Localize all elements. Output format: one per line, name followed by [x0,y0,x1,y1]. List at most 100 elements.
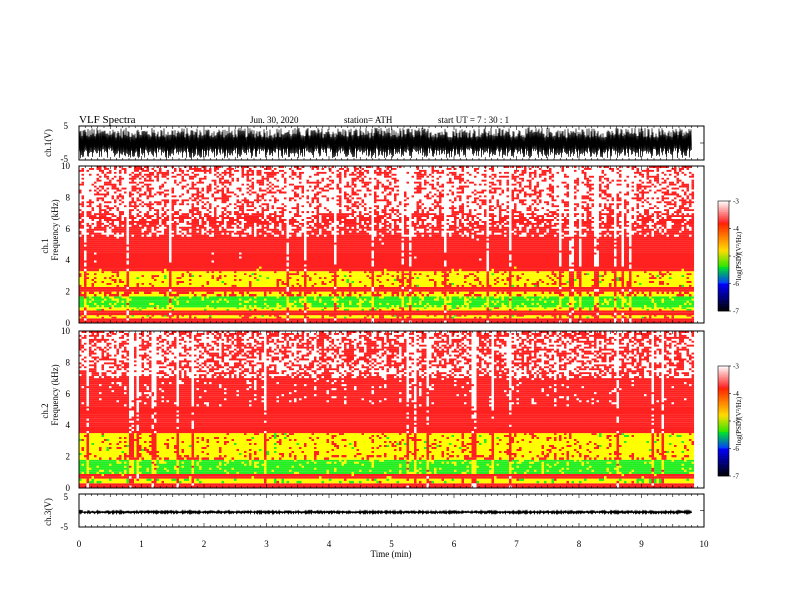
spectrogram-cell [139,317,142,319]
spectrogram-cell [349,315,352,317]
spectrogram-cell [537,315,540,317]
spectrogram-cell [587,296,590,298]
spectrogram-cell [617,318,620,320]
spectrogram-cell [387,309,390,311]
spectrogram-cell [124,296,127,298]
spectrogram-cell [249,299,252,301]
spectrogram-cell [412,315,415,317]
spectrogram-cell [389,318,392,320]
spectrogram-cell [219,299,222,301]
spectrogram-cell [484,313,487,315]
spectrogram-cell [159,317,162,319]
spectrogram-cell [534,309,537,311]
spectrogram-cell [554,296,557,298]
spectrogram-cell [529,310,532,312]
spectrogram-cell [497,307,500,309]
spectrogram-cell [119,313,122,315]
spectrogram-cell [302,309,305,311]
spectrogram-cell [304,307,307,309]
spectrogram-cell [407,296,410,298]
spectrogram-cell [639,315,642,317]
spectrogram-cell [179,318,182,320]
spectrogram-cell [437,310,440,312]
spectrogram-cell [449,309,452,311]
spectrogram-cell [342,301,345,303]
spectrogram-cell [309,313,312,315]
spectrogram-cell [477,296,480,298]
spectrogram-cell [449,317,452,319]
spectrogram-cell [319,318,322,320]
spectrogram-cell [309,301,312,303]
spectrogram-cell [82,313,85,315]
spectrogram-cell [424,301,427,303]
spectrogram-cell [337,315,340,317]
spectrogram-cell [169,317,172,319]
spectrogram-cell [392,301,395,303]
spectrogram-cell [497,318,500,320]
spectrogram-cell [647,313,650,315]
spectrogram-cell [294,313,297,315]
spectrogram-cell [597,315,600,317]
spectrogram-cell [662,299,665,301]
spectrogram-cell [437,313,440,315]
spectrogram-cell [512,301,515,303]
spectrogram-cell [677,307,680,309]
spectrogram-cell [452,317,455,319]
spectrogram-cell [504,299,507,301]
spectrogram-cell [207,301,210,303]
spectrogram-cell [679,296,682,298]
spectrogram-cell [689,301,692,303]
spectrogram-cell [689,317,692,319]
spectrogram-cell [547,296,550,298]
spectrogram-cell [459,318,462,320]
spectrogram-cell [124,318,127,320]
spectrogram-cell [652,301,655,303]
spectrogram-cell [192,317,195,319]
spectrogram-cell [242,318,245,320]
spectrogram-cell [407,307,410,309]
spectrogram-cell [109,303,112,305]
spectrogram-cell [169,310,172,312]
spectrogram-cell [174,317,177,319]
spectrogram-cell [172,309,175,311]
spectrogram-cell [557,315,560,317]
spectrogram-cell [562,301,565,303]
spectrogram-cell [202,315,205,317]
spectrogram-cell [592,313,595,315]
spectrogram-cell [552,310,555,312]
spectrogram-cell [114,309,117,311]
spectrogram-cell [379,318,382,320]
spectrogram-cell [199,318,202,320]
spectrogram-cell [147,299,150,301]
spectrogram-cell [582,299,585,301]
spectrogram-cell [129,317,132,319]
spectrogram-cell [559,313,562,315]
spectrogram-cell [377,313,380,315]
spectrogram-cell [274,318,277,320]
spectrogram-cell [354,301,357,303]
spectrogram-cell [172,307,175,309]
spectrogram-cell [502,318,505,320]
spectrogram-cell [559,307,562,309]
spectrogram-cell [352,310,355,312]
spectrogram-cell [684,310,687,312]
spectrogram-cell [679,317,682,319]
spectrogram-cell [84,301,87,303]
spectrogram-cell [662,313,665,315]
ch1-spec-ylabel-channel: ch.1 [40,238,50,253]
spectrogram-cell [209,303,212,305]
spectrogram-cell [114,299,117,301]
spectrogram-cell [152,303,155,305]
spectrogram-cell [409,309,412,311]
spectrogram-cell [142,309,145,311]
spectrogram-cell [519,307,522,309]
spectrogram-cell [109,310,112,312]
spectrogram-cell [259,299,262,301]
spectrogram-cell [662,318,665,320]
spectrogram-cell [424,299,427,301]
spectrogram-cell [627,315,630,317]
spectrogram-cell [287,315,290,317]
spectrogram-cell [542,313,545,315]
spectrogram-cell [624,299,627,301]
spectrogram-cell [604,296,607,298]
